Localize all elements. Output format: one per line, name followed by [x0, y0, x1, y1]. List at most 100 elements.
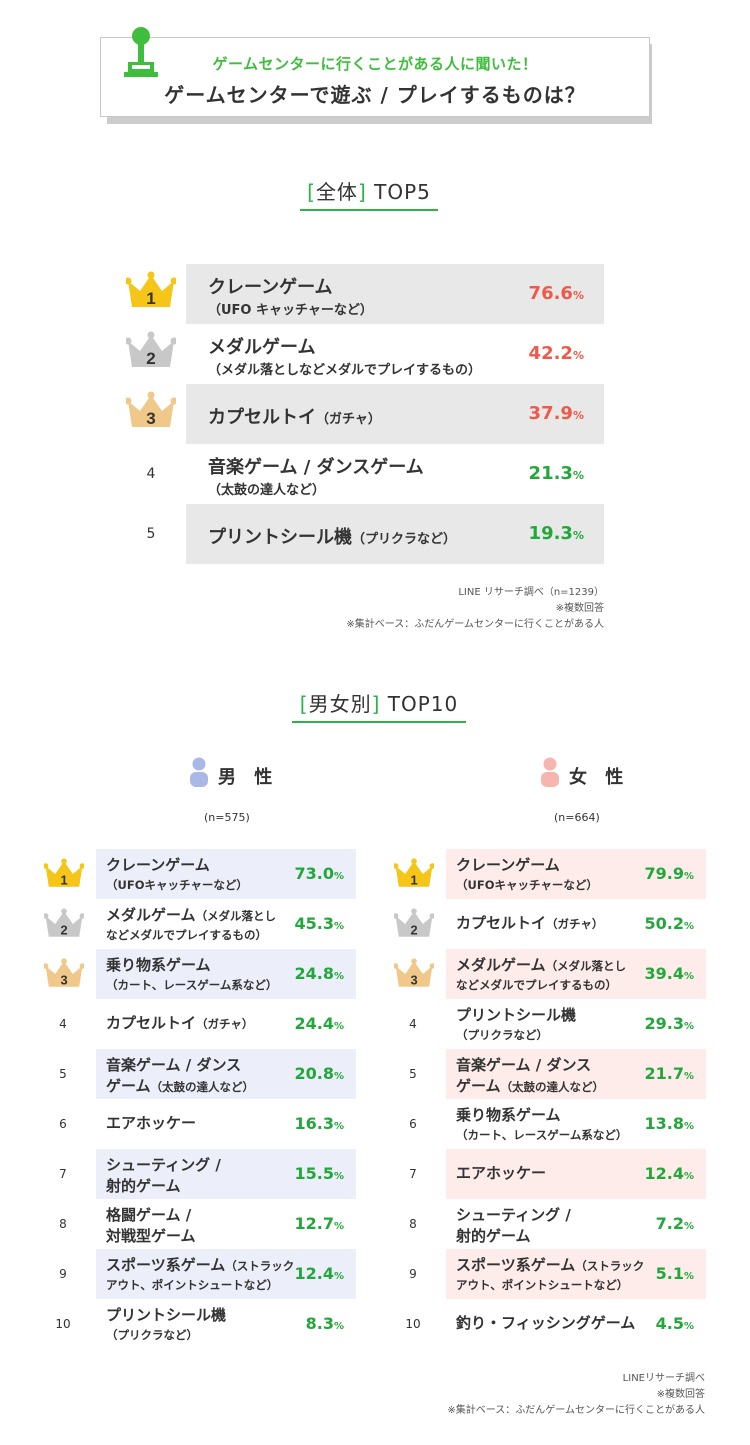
percent-sign: %	[333, 1321, 344, 1332]
percent-sign: %	[572, 469, 584, 482]
item-name-text: 釣り・フィッシングゲーム	[456, 1314, 636, 1332]
joystick-icon	[124, 27, 158, 77]
item-name: クレーンゲーム	[208, 277, 333, 298]
percent-sign: %	[333, 1121, 344, 1132]
item-name-text: メダルゲーム	[456, 956, 546, 974]
overall-title-bracket: 全体	[315, 180, 358, 204]
rank-number: 6	[409, 1117, 417, 1131]
crown-rank-number: 2	[146, 349, 155, 368]
item-name: エアホッケー	[456, 1164, 546, 1183]
item-sub-text: （プリクラなど）	[456, 1028, 548, 1042]
crown-rank-number: 3	[146, 409, 155, 428]
percent-sign: %	[683, 921, 694, 932]
male-row: スポーツ系ゲーム（ストラック アウト、ポイントシュートなど） 12.4%	[96, 1249, 356, 1299]
rank-number: 5	[146, 526, 156, 542]
crown-rank-3-icon: 3	[126, 391, 176, 428]
item-sub-text: アウト、ポイントシュートなど）	[456, 1278, 629, 1292]
item-sub-text: ゲーム	[106, 1077, 151, 1095]
item-sub: アウト、ポイントシュートなど）	[456, 1277, 628, 1293]
rank-number: 5	[409, 1067, 417, 1081]
item-value: 19.3%	[528, 523, 584, 544]
rank-number: 6	[59, 1117, 67, 1131]
gender-title-bracket: 男女別	[308, 692, 372, 716]
item-name-text: 乗り物系ゲーム	[106, 956, 211, 974]
rank-number: 9	[409, 1267, 417, 1281]
item-name: 乗り物系ゲーム	[106, 956, 211, 975]
item-name-text: エアホッケー	[456, 1164, 547, 1182]
item-sub: 射的ゲーム	[106, 1175, 181, 1196]
item-name: メダルゲーム（メダル落とし	[456, 956, 626, 976]
rank-number: 7	[59, 1167, 67, 1181]
female-row: クレーンゲーム （UFOキャッチャーなど） 79.9%	[446, 849, 706, 899]
item-name: シューティング /	[106, 1156, 221, 1175]
header-box: ゲームセンターに行くことがある人に聞いた！ ゲームセンターで遊ぶ / プレイする…	[100, 37, 650, 117]
percent-sign: %	[683, 971, 694, 982]
male-row: クレーンゲーム （UFOキャッチャーなど） 73.0%	[96, 849, 356, 899]
crown-rank-1-icon: 1	[394, 858, 434, 887]
item-note: （ガチャ）	[546, 917, 604, 931]
item-sub-text: 射的ゲーム	[456, 1227, 531, 1245]
percent-sign: %	[683, 1171, 694, 1182]
male-n-label: (n=575)	[204, 811, 250, 824]
percent-sign: %	[333, 971, 344, 982]
male-row: シューティング / 射的ゲーム 15.5%	[96, 1149, 356, 1199]
item-sub: （プリクラなど）	[106, 1327, 198, 1343]
crown-rank-number: 3	[60, 972, 67, 987]
percent-sign: %	[683, 1221, 694, 1232]
overall-row: カプセルトイ（ガチャ） 37.9%	[186, 384, 604, 444]
female-n-label: (n=664)	[554, 811, 600, 824]
female-row: プリントシール機 （プリクラなど） 29.3%	[446, 999, 706, 1049]
item-sub: ゲーム（太鼓の達人など）	[456, 1075, 604, 1096]
item-name-text: エアホッケー	[106, 1114, 197, 1132]
rank-number: 5	[59, 1067, 67, 1081]
item-value: 37.9%	[528, 403, 584, 424]
crown-rank-2-icon: 2	[126, 331, 176, 368]
source-line: ※複数回答	[555, 603, 604, 614]
item-value: 12.4%	[294, 1264, 344, 1283]
item-name-text: スポーツ系ゲーム	[106, 1256, 226, 1274]
item-sub-text: 対戦型ゲーム	[106, 1227, 196, 1245]
item-value: 79.9%	[644, 864, 694, 883]
crown-rank-1-icon: 1	[126, 271, 176, 308]
item-sub-note: （太鼓の達人など）	[500, 1080, 605, 1094]
item-sub-note: （太鼓の達人など）	[150, 1080, 255, 1094]
item-value: 20.8%	[294, 1064, 344, 1083]
item-note: （ストラック	[225, 1259, 295, 1273]
item-name-text: カプセルトイ	[456, 914, 547, 932]
item-value: 4.5%	[655, 1314, 694, 1333]
female-row: スポーツ系ゲーム（ストラック アウト、ポイントシュートなど） 5.1%	[446, 1249, 706, 1299]
male-person-icon	[190, 757, 208, 787]
female-row: 釣り・フィッシングゲーム 4.5%	[446, 1299, 706, 1349]
crown-rank-number: 3	[410, 972, 417, 987]
item-value: 24.8%	[294, 964, 344, 983]
item-value: 12.7%	[294, 1214, 344, 1233]
rank-number: 8	[409, 1217, 417, 1231]
item-name-text: メダルゲーム	[106, 906, 196, 924]
item-name: プリントシール機	[106, 1306, 226, 1325]
item-sub: 射的ゲーム	[456, 1225, 531, 1246]
item-value: 8.3%	[305, 1314, 344, 1333]
item-value: 50.2%	[644, 914, 694, 933]
item-name: エアホッケー	[106, 1114, 196, 1133]
item-value: 12.4%	[644, 1164, 694, 1183]
crown-rank-3-icon: 3	[394, 958, 434, 987]
item-name: メダルゲーム（メダル落とし	[106, 906, 276, 926]
source-line: ※集計ベース：ふだんゲームセンターに行くことがある人	[447, 1405, 705, 1416]
crown-rank-number: 1	[410, 872, 417, 887]
item-sub: （プリクラなど）	[456, 1027, 548, 1043]
item-name: スポーツ系ゲーム（ストラック	[106, 1256, 294, 1276]
item-name-text: スポーツ系ゲーム	[456, 1256, 576, 1274]
male-row: プリントシール機 （プリクラなど） 8.3%	[96, 1299, 356, 1349]
overall-row: クレーンゲーム （UFO キャッチャーなど） 76.6%	[186, 264, 604, 324]
percent-sign: %	[683, 1271, 694, 1282]
item-name: 乗り物系ゲーム	[456, 1106, 561, 1125]
gender-title-rest: TOP10	[387, 692, 459, 716]
female-label: 女 性	[569, 767, 630, 788]
male-row: メダルゲーム（メダル落とし などメダルでプレイするもの） 45.3%	[96, 899, 356, 949]
item-name-text: カプセルトイ	[106, 1014, 197, 1032]
male-row: 乗り物系ゲーム （カート、レースゲーム系など） 24.8%	[96, 949, 356, 999]
item-name-text: 音楽ゲーム / ダンス	[106, 1056, 242, 1074]
item-name: カプセルトイ（ガチャ）	[106, 1014, 253, 1034]
percent-sign: %	[683, 1021, 694, 1032]
item-note: （プリクラなど）	[352, 532, 457, 547]
